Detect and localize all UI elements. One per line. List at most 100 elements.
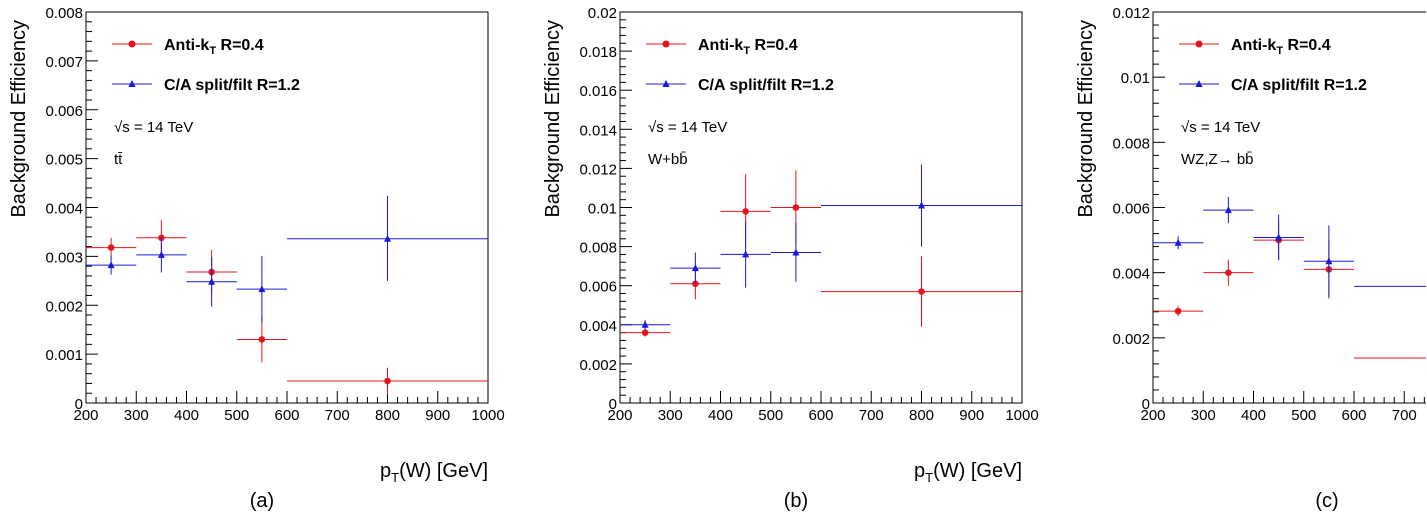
plot-frame — [85, 11, 489, 404]
antikt-point — [287, 367, 488, 395]
triangle-marker — [742, 250, 750, 258]
y-tick-label: 0.01 — [1121, 70, 1150, 87]
triangle-marker — [157, 250, 165, 258]
triangle-marker — [384, 234, 391, 242]
y-tick-label: 0 — [609, 396, 617, 413]
y-tick-label: 0 — [1142, 396, 1150, 413]
ca-point — [86, 255, 137, 275]
y-tick-label: 0.002 — [1112, 331, 1150, 348]
x-axis-title: pT(W) [GeV] — [914, 460, 1022, 485]
legend-marker-ca — [662, 80, 670, 87]
triangle-marker — [1224, 206, 1232, 214]
y-tick-label: 0.004 — [1112, 266, 1150, 283]
ca-point — [620, 319, 671, 330]
y-tick-label: 0.007 — [45, 54, 83, 71]
x-axis-title-sub: T — [391, 470, 399, 485]
panel-b: 0 0.002 0.004 0.006 0.008 0.01 0.012 0.014 0.016… — [542, 5, 1039, 485]
y-tick-label: 0.006 — [45, 103, 83, 120]
legend-label-ca: C/A split/filt R=1.2 — [698, 77, 834, 94]
ca-point — [770, 223, 821, 282]
x-tick-label: 500 — [1291, 407, 1316, 424]
y-tick-label: 0.004 — [579, 318, 617, 335]
process-label: WZ,Z→ bb̄ — [1181, 151, 1254, 168]
triangle-marker — [208, 277, 216, 285]
circle-marker — [1174, 307, 1182, 315]
legend-label-sub: T — [209, 45, 216, 57]
x-axis-title-main: p — [380, 460, 391, 482]
x-tick-label: 300 — [658, 407, 683, 424]
energy-label: √s = 14 TeV — [114, 119, 193, 136]
y-tick-label: 0.012 — [579, 161, 617, 178]
y-tick-label: 0.014 — [579, 122, 617, 139]
antikt-point — [236, 316, 287, 363]
legend-label-main: Anti-k — [164, 37, 209, 54]
y-axis-title: Background Efficiency — [8, 20, 30, 218]
x-tick-label: 300 — [1191, 407, 1216, 424]
circle-marker — [384, 377, 391, 385]
circle-marker — [1225, 269, 1232, 276]
x-axis-title: pT(W) [GeV] — [380, 460, 488, 485]
legend-marker-antikt — [662, 40, 670, 48]
antikt-point — [86, 237, 137, 258]
y-tick-label: 0.005 — [45, 152, 83, 169]
antikt-point — [821, 256, 1022, 327]
circle-marker — [742, 208, 749, 215]
y-axis-title: Background Efficiency — [542, 20, 564, 218]
triangle-marker — [258, 285, 266, 293]
ca-point — [1153, 236, 1204, 250]
legend-label-rest: R=0.4 — [216, 37, 264, 54]
y-tick-label: 0.008 — [1112, 135, 1150, 152]
legend-label-antikt: Anti-kT R=0.4 — [698, 37, 798, 57]
ca-point — [821, 164, 1022, 247]
ca-point — [136, 237, 187, 273]
x-axis-title-main: p — [914, 460, 925, 482]
triangle-marker — [641, 320, 649, 328]
legend-label-rest: R=0.4 — [750, 37, 798, 54]
legend-marker-ca — [128, 80, 136, 87]
y-tick-label: 0.02 — [588, 5, 617, 22]
y-tick-label: 0.016 — [579, 83, 617, 100]
ca-point — [1354, 285, 1426, 287]
x-tick-label: 300 — [124, 407, 149, 424]
x-axis-title-sub: T — [925, 470, 933, 485]
legend-label-main: Anti-k — [698, 37, 743, 54]
y-tick-label: 0.003 — [45, 249, 83, 266]
x-tick-label: 500 — [758, 407, 783, 424]
y-tick-label: 0.006 — [579, 279, 617, 296]
legend-label-ca: C/A split/filt R=1.2 — [164, 77, 300, 94]
triangle-marker — [1325, 257, 1333, 265]
triangle-marker — [691, 264, 699, 272]
legend-label-sub: T — [743, 45, 750, 57]
panel-caption: (a) — [250, 490, 274, 512]
x-tick-label: 1000 — [471, 407, 504, 424]
x-tick-label: 800 — [375, 407, 400, 424]
energy-label: √s = 14 TeV — [1181, 119, 1260, 136]
process-label: tt̄ — [114, 151, 123, 168]
process-label: W+bb̄ — [648, 151, 688, 168]
triangle-marker — [792, 248, 800, 256]
y-tick-label: 0.008 — [579, 240, 617, 257]
x-tick-label: 900 — [425, 407, 450, 424]
legend-label-rest: R=0.4 — [1283, 37, 1331, 54]
y-tick-label: 0.018 — [579, 44, 617, 61]
x-tick-label: 900 — [959, 407, 984, 424]
legend-marker-antikt — [1195, 40, 1203, 48]
x-tick-label: 700 — [325, 407, 350, 424]
y-tick-label: 0.002 — [45, 298, 83, 315]
y-tick-label: 0.002 — [579, 357, 617, 374]
antikt-point — [620, 328, 671, 337]
x-tick-label: 700 — [859, 407, 884, 424]
triangle-marker — [107, 261, 115, 269]
ca-point — [670, 252, 721, 284]
energy-label: √s = 14 TeV — [648, 119, 727, 136]
y-tick-label: 0.006 — [1112, 201, 1150, 218]
x-axis-title-rest: (W) [GeV] — [933, 460, 1022, 482]
x-tick-label: 400 — [708, 407, 733, 424]
legend-marker-ca — [1195, 80, 1203, 87]
panel-caption: (b) — [784, 490, 808, 512]
legend-label-sub: T — [1276, 45, 1283, 57]
x-tick-label: 500 — [224, 407, 249, 424]
x-tick-label: 1000 — [1005, 407, 1038, 424]
circle-marker — [918, 288, 925, 295]
